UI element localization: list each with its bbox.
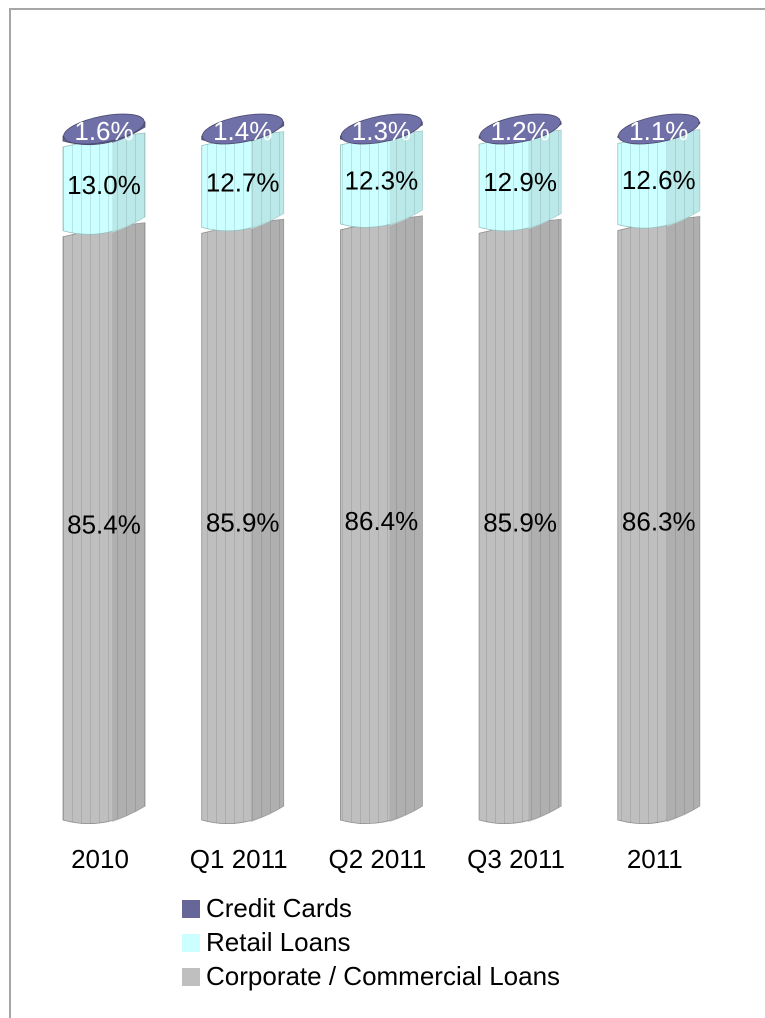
bar-top-cap <box>340 113 423 145</box>
legend-swatch <box>182 900 200 918</box>
bar-segment-texture <box>479 219 562 824</box>
bar-segment-texture <box>63 222 145 824</box>
data-label: 1.6% <box>74 116 133 146</box>
data-label: 1.3% <box>352 116 411 146</box>
bar-top-cap <box>63 113 145 145</box>
data-label: 12.7% <box>206 167 280 197</box>
legend-label: Corporate / Commercial Loans <box>206 961 560 991</box>
category-label: Q3 2011 <box>467 844 565 874</box>
bar-segment-texture <box>340 130 423 228</box>
data-label: 1.2% <box>490 116 549 146</box>
bar-stack <box>340 113 423 825</box>
category-axis: 2010 Q1 2011 Q2 2011 Q3 2011 2011 <box>71 844 683 874</box>
bar-top-cap <box>618 113 700 145</box>
data-label: 85.9% <box>206 508 280 538</box>
category-label: Q1 2011 <box>190 844 288 874</box>
bar-top-cap <box>201 113 284 145</box>
data-label: 86.4% <box>345 506 419 536</box>
data-label: 85.4% <box>67 509 141 539</box>
bar-stack <box>62 113 146 825</box>
data-label: 12.6% <box>622 165 696 195</box>
labels-layer: 85.4% 13.0% 1.6% 85.9% 12.7% 1.4% 86.4% 12.3% 1.… <box>67 116 696 539</box>
bar-segment-texture <box>201 131 284 231</box>
bar-segment-texture <box>479 130 562 231</box>
data-label: 86.3% <box>622 506 696 536</box>
legend: Credit Cards Retail Loans Corporate / Comm… <box>182 893 560 991</box>
bar-segment-texture <box>201 219 284 824</box>
data-label: 12.9% <box>483 167 557 197</box>
bar-segment-texture <box>617 129 700 229</box>
legend-swatch <box>182 968 200 986</box>
data-label: 13.0% <box>67 170 141 200</box>
chart-frame <box>9 8 765 1018</box>
legend-label: Credit Cards <box>206 893 352 923</box>
data-label: 1.4% <box>213 116 272 146</box>
data-label: 85.9% <box>483 508 557 538</box>
legend-item: Retail Loans <box>182 927 351 957</box>
bar-segment-texture <box>340 215 423 824</box>
bar-stack <box>478 113 562 825</box>
bar-segment-texture <box>617 216 700 824</box>
legend-label: Retail Loans <box>206 927 351 957</box>
bars-layer <box>62 113 701 825</box>
bar-segment-texture <box>63 133 145 235</box>
data-label: 1.1% <box>629 116 688 146</box>
category-label: Q2 2011 <box>328 844 426 874</box>
bar-stack <box>617 113 701 825</box>
category-label: 2010 <box>71 844 129 874</box>
data-label: 12.3% <box>345 165 419 195</box>
category-label: 2011 <box>627 844 683 874</box>
legend-item: Corporate / Commercial Loans <box>182 961 560 991</box>
legend-swatch <box>182 934 200 952</box>
bar-stack <box>201 113 285 825</box>
legend-item: Credit Cards <box>182 893 352 923</box>
bar-top-cap <box>479 113 561 145</box>
